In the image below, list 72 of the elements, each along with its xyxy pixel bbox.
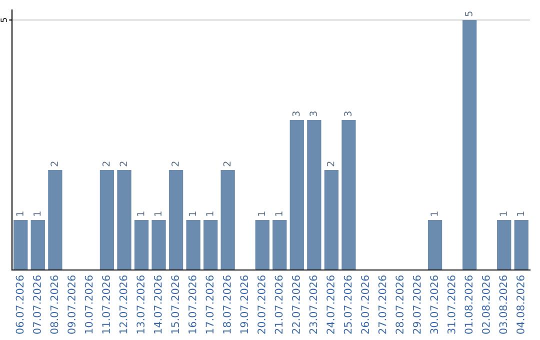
x-tick-label: 24.07.2026 [326,276,334,334]
data-label: 3 [292,112,300,116]
data-label: 1 [16,212,24,216]
x-tick-label: 22.07.2026 [292,276,300,334]
x-tick-label: 15.07.2026 [171,276,180,334]
bar [152,220,166,270]
bar [220,170,235,270]
bar [100,170,114,270]
x-tick-label: 01.08.2026 [464,276,473,334]
x-tick-label: 13.07.2026 [136,276,145,334]
bar [342,120,356,270]
data-label: 2 [120,162,127,166]
x-tick-label: 16.07.2026 [188,276,196,334]
bar [290,120,304,270]
data-label: 1 [206,212,214,216]
bar [462,20,477,270]
x-tick-label: 11.07.2026 [102,276,110,334]
x-tick-label: 04.08.2026 [516,276,524,334]
bar [497,220,512,270]
data-label: 2 [172,162,179,166]
data-label: 2 [102,162,110,166]
x-tick-label: 21.07.2026 [274,276,283,334]
data-label: 3 [344,112,352,116]
x-tick-label: 09.07.2026 [68,276,76,334]
data-label: 5 [465,12,472,16]
x-tick-label: 12.07.2026 [119,276,128,334]
data-label: 1 [275,212,282,216]
bar [428,220,442,270]
bar [117,170,132,270]
x-tick-label: 02.08.2026 [482,276,490,334]
data-label: 2 [50,162,58,166]
x-tick-label: 19.07.2026 [240,276,248,334]
x-tick-label: 30.07.2026 [430,276,438,334]
data-label: 3 [310,112,317,116]
data-label: 2 [326,162,334,166]
bar [30,220,45,270]
bar [514,220,528,270]
data-label: 1 [137,212,144,216]
data-label: 1 [188,212,196,216]
x-tick-label: 17.07.2026 [206,276,214,334]
data-label: 1 [430,212,438,216]
x-tick-label: 28.07.2026 [396,276,404,334]
bar [48,170,62,270]
x-tick-label: 07.07.2026 [33,276,41,334]
x-tick-label: 29.07.2026 [412,276,421,334]
x-tick-label: 25.07.2026 [344,276,352,334]
x-tick-label: 08.07.2026 [50,276,58,334]
data-label: 1 [500,212,507,216]
data-label: 1 [33,212,41,216]
bar [307,120,322,270]
x-tick-label: 10.07.2026 [84,276,93,334]
bar [324,170,339,270]
bar [255,220,270,270]
data-label: 1 [154,212,162,216]
bar [168,170,184,270]
x-tick-label: 27.07.2026 [378,276,386,334]
bar [186,220,200,270]
x-tick-label: 20.07.2026 [258,276,266,334]
x-tick-label: 31.07.2026 [447,276,456,334]
bar [134,220,149,270]
data-label: 1 [258,212,266,216]
data-label: 1 [516,212,524,216]
x-tick-label: 26.07.2026 [361,276,369,334]
x-tick-label: 06.07.2026 [16,276,24,334]
bar [272,220,287,270]
x-tick-label: 14.07.2026 [154,276,162,334]
x-tick-label: 03.08.2026 [499,276,508,334]
x-tick-label: 23.07.2026 [309,276,318,334]
bar [203,220,218,270]
data-label: 2 [223,162,231,166]
bar [14,220,28,270]
x-tick-label: 18.07.2026 [222,276,231,334]
